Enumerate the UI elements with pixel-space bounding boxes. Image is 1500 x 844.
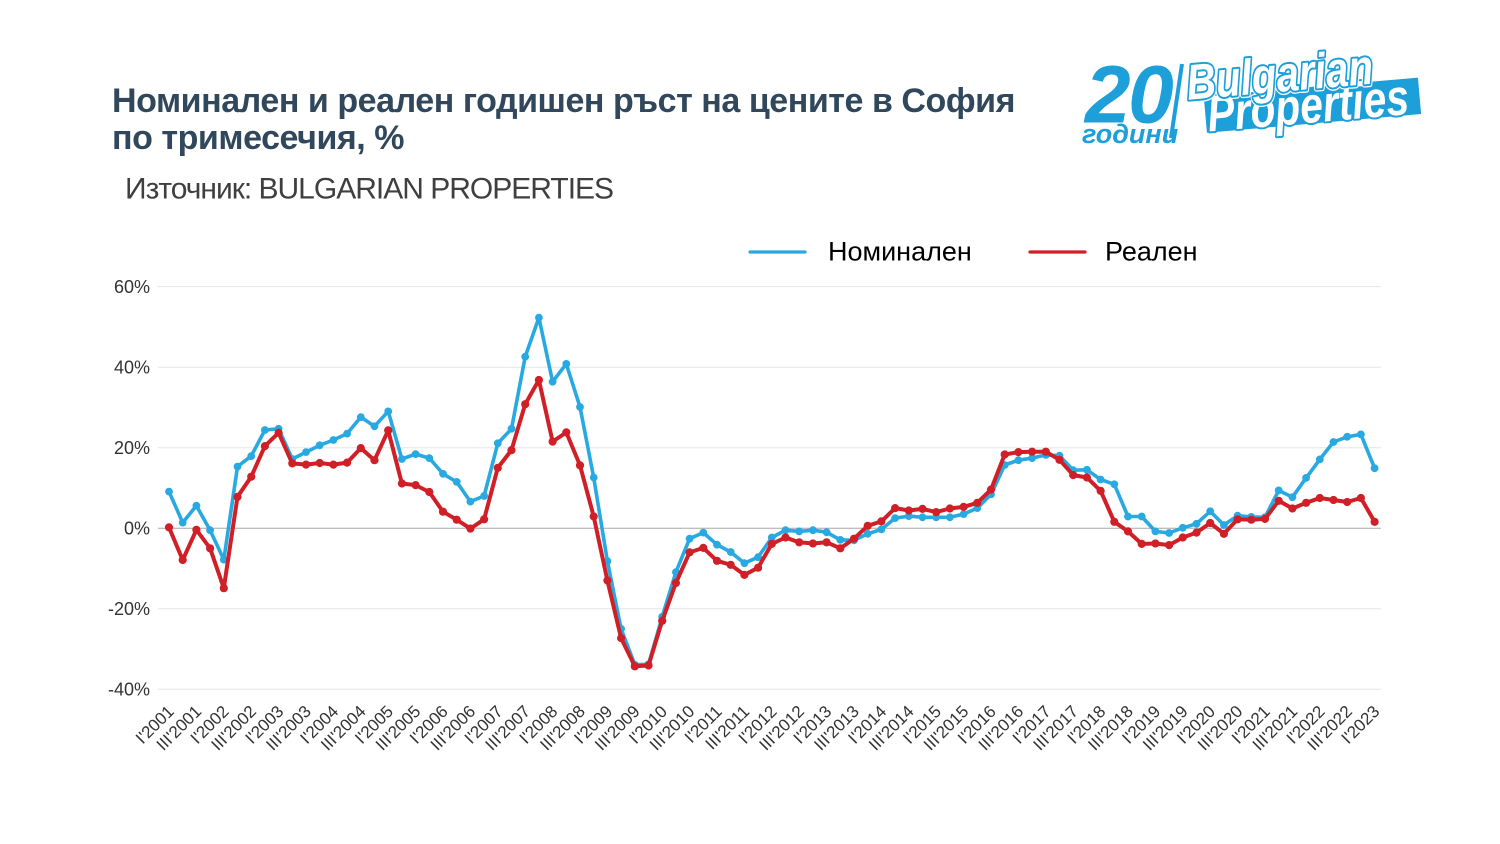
svg-text:-40%: -40% xyxy=(108,680,150,700)
svg-text:60%: 60% xyxy=(114,277,150,297)
svg-text:Реален: Реален xyxy=(1105,237,1198,267)
svg-text:Номинален и реален годишен ръс: Номинален и реален годишен ръст на ценит… xyxy=(112,82,1015,120)
svg-text:40%: 40% xyxy=(114,358,150,378)
svg-text:по тримесечия, %: по тримесечия, % xyxy=(112,119,404,157)
svg-text:-20%: -20% xyxy=(108,599,150,619)
svg-text:години: години xyxy=(1082,119,1179,149)
svg-text:Номинален: Номинален xyxy=(828,237,972,267)
svg-text:Източник: BULGARIAN PROPERTIES: Източник: BULGARIAN PROPERTIES xyxy=(125,173,613,206)
svg-text:0%: 0% xyxy=(124,519,150,539)
svg-text:20%: 20% xyxy=(114,438,150,458)
svg-text:20: 20 xyxy=(1083,50,1173,141)
